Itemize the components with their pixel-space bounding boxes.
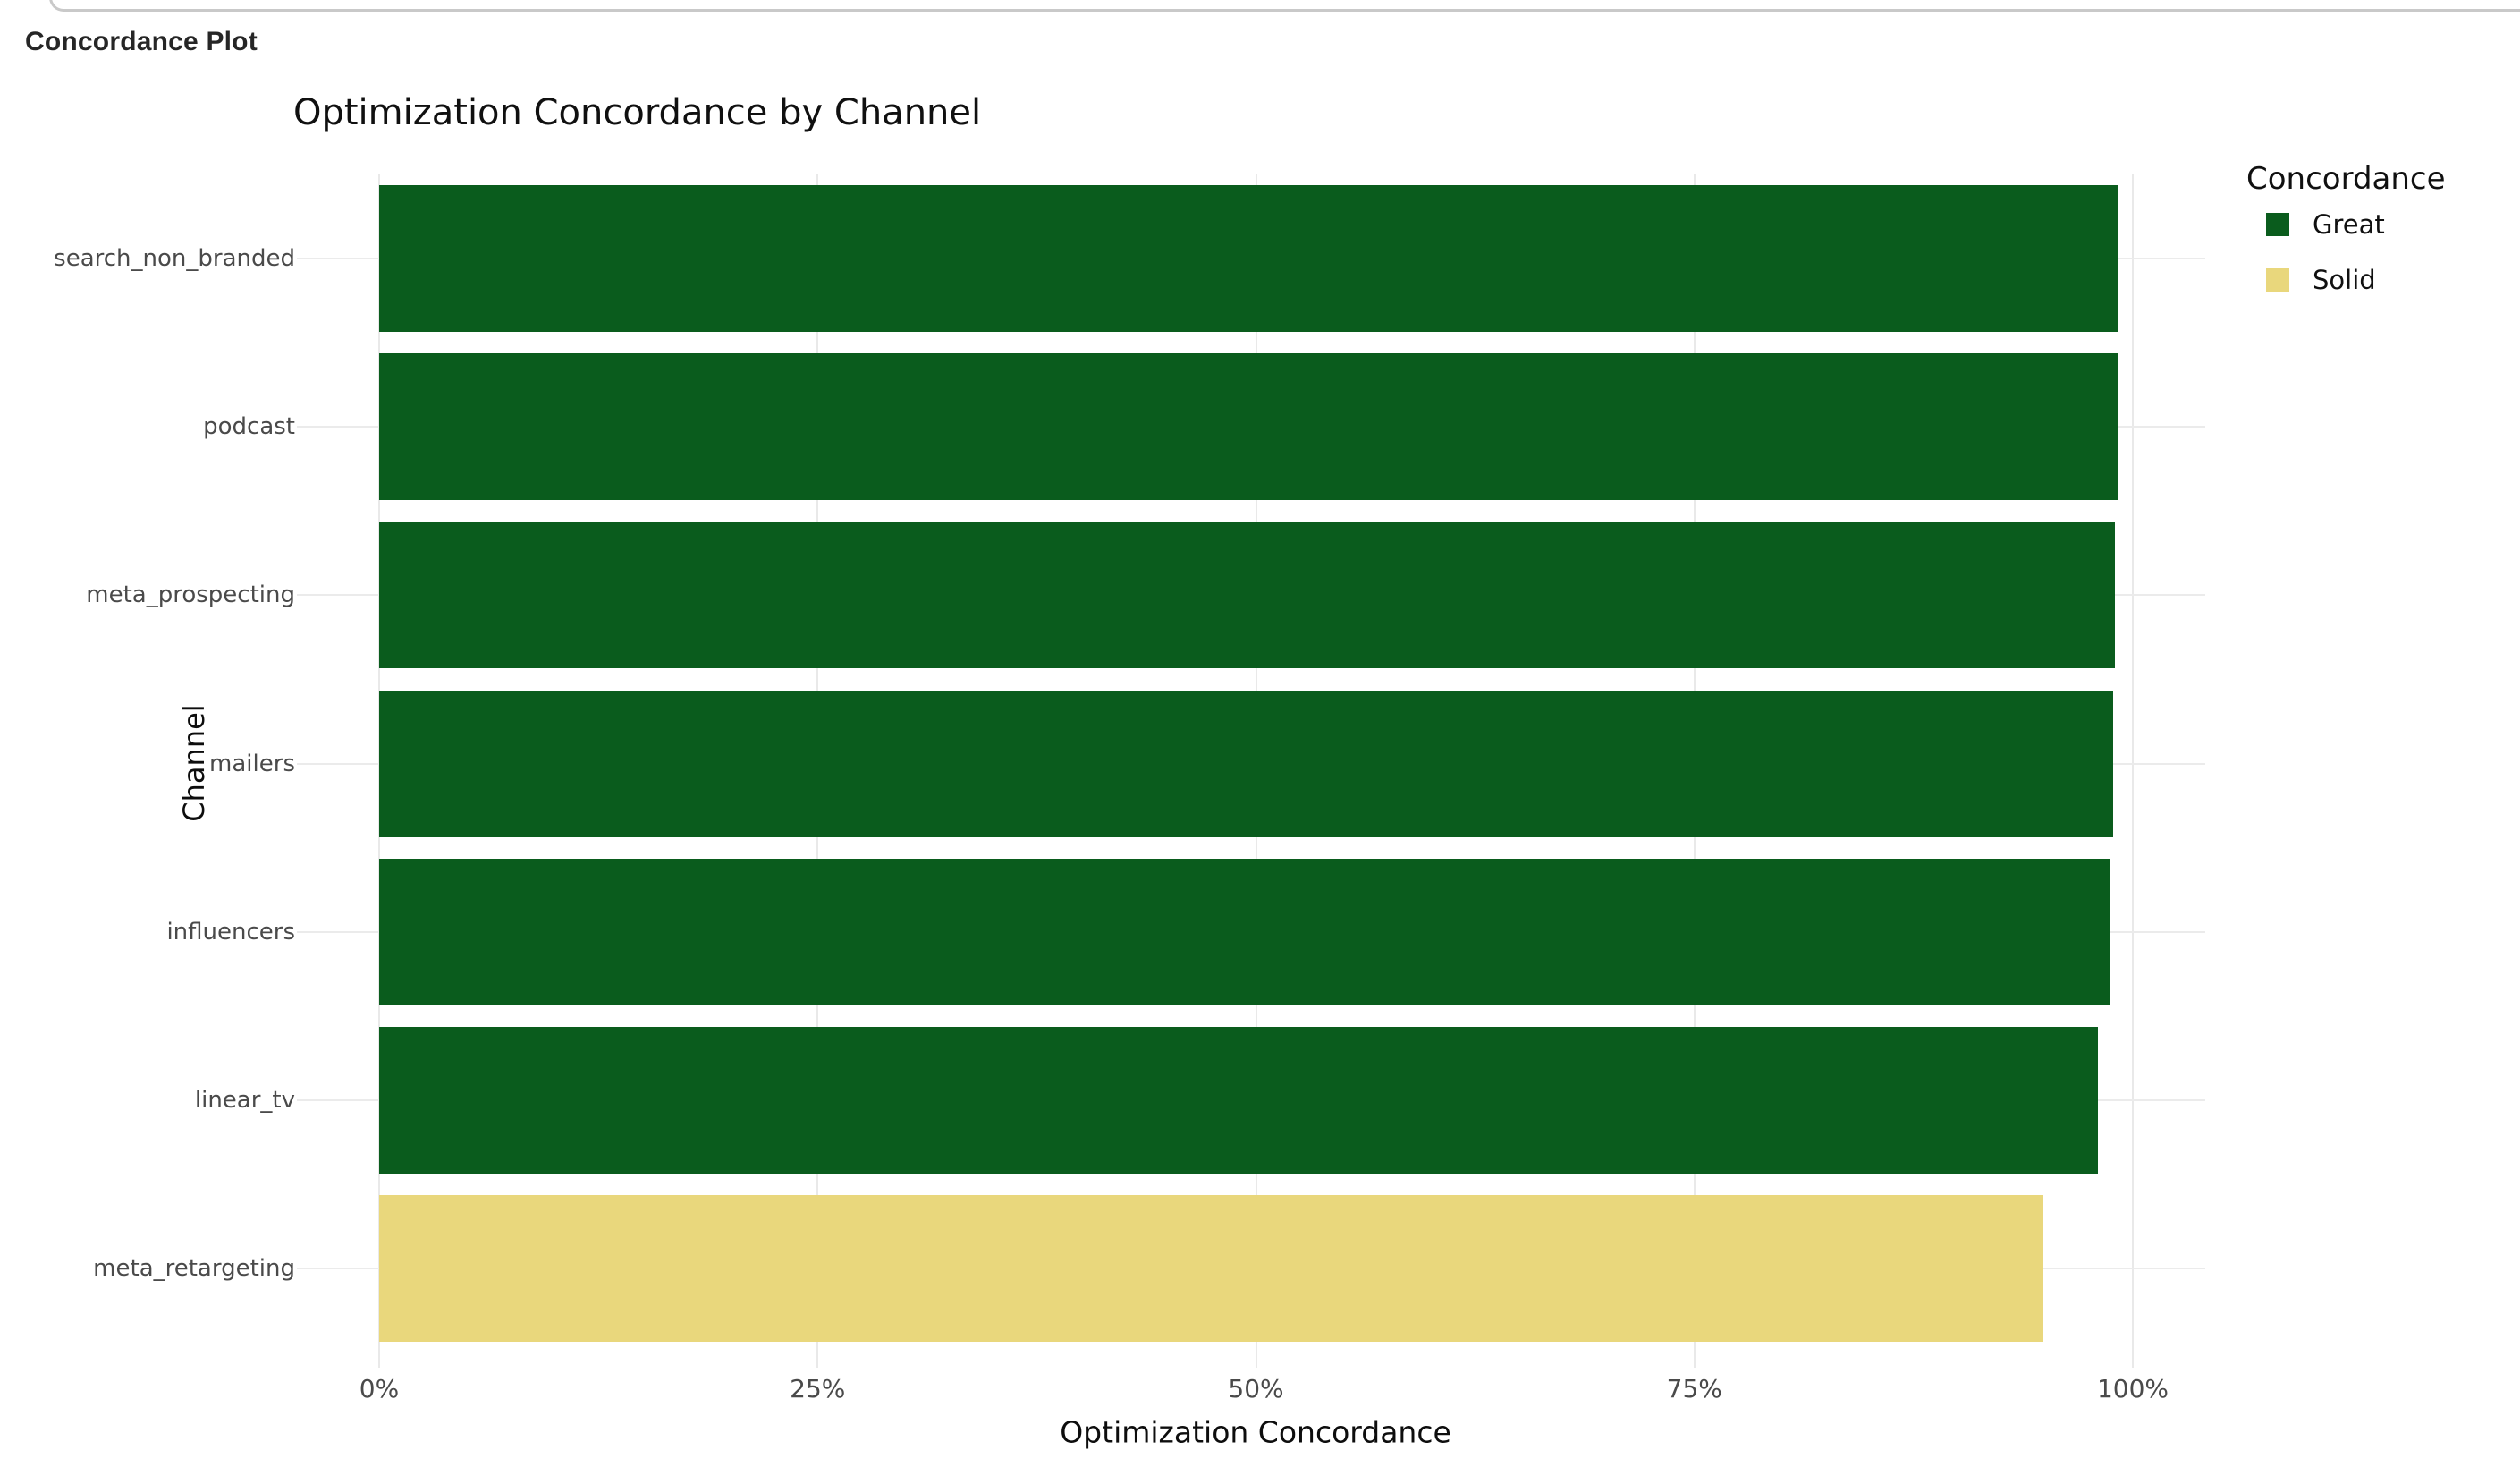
x-gridline-100 bbox=[2132, 174, 2134, 1368]
x-axis-title: Optimization Concordance bbox=[1060, 1414, 1451, 1450]
y-axis-title: Channel bbox=[177, 704, 211, 822]
x-tick-label-100: 100% bbox=[2096, 1374, 2169, 1404]
legend-item-great[interactable]: Great bbox=[2266, 209, 2446, 240]
legend-swatch-great bbox=[2266, 213, 2289, 236]
y-tick-label-influencers: influencers bbox=[166, 918, 295, 946]
legend-title: Concordance bbox=[2246, 161, 2446, 197]
x-tick-label-25: 25% bbox=[790, 1374, 846, 1404]
bar-meta_retargeting[interactable] bbox=[379, 1194, 2043, 1342]
y-tick-label-podcast: podcast bbox=[203, 413, 295, 441]
bar-linear_tv[interactable] bbox=[379, 1026, 2098, 1174]
y-tick-label-meta_prospecting: meta_prospecting bbox=[86, 581, 295, 609]
chart-title: Optimization Concordance by Channel bbox=[293, 92, 982, 133]
y-tick-label-linear_tv: linear_tv bbox=[194, 1086, 295, 1114]
legend-item-solid[interactable]: Solid bbox=[2266, 265, 2446, 295]
bar-podcast[interactable] bbox=[379, 353, 2119, 501]
legend-label: Solid bbox=[2313, 265, 2376, 295]
cropped-widget-border bbox=[49, 0, 2520, 12]
legend-label: Great bbox=[2313, 209, 2385, 240]
legend-items: Great Solid bbox=[2246, 209, 2446, 295]
bar-mailers[interactable] bbox=[379, 690, 2114, 837]
x-tick-label-0: 0% bbox=[359, 1374, 400, 1404]
legend-swatch-solid bbox=[2266, 268, 2289, 292]
bar-meta_prospecting[interactable] bbox=[379, 522, 2116, 669]
x-tick-label-75: 75% bbox=[1666, 1374, 1722, 1404]
page-title: Concordance Plot bbox=[25, 27, 258, 56]
bar-influencers[interactable] bbox=[379, 858, 2110, 1005]
bar-search_non_branded[interactable] bbox=[379, 185, 2119, 333]
legend: Concordance Great Solid bbox=[2246, 161, 2446, 320]
y-tick-label-search_non_branded: search_non_branded bbox=[54, 245, 295, 273]
y-tick-label-meta_retargeting: meta_retargeting bbox=[93, 1254, 295, 1282]
y-tick-label-mailers: mailers bbox=[209, 750, 295, 777]
x-tick-label-50: 50% bbox=[1228, 1374, 1284, 1404]
